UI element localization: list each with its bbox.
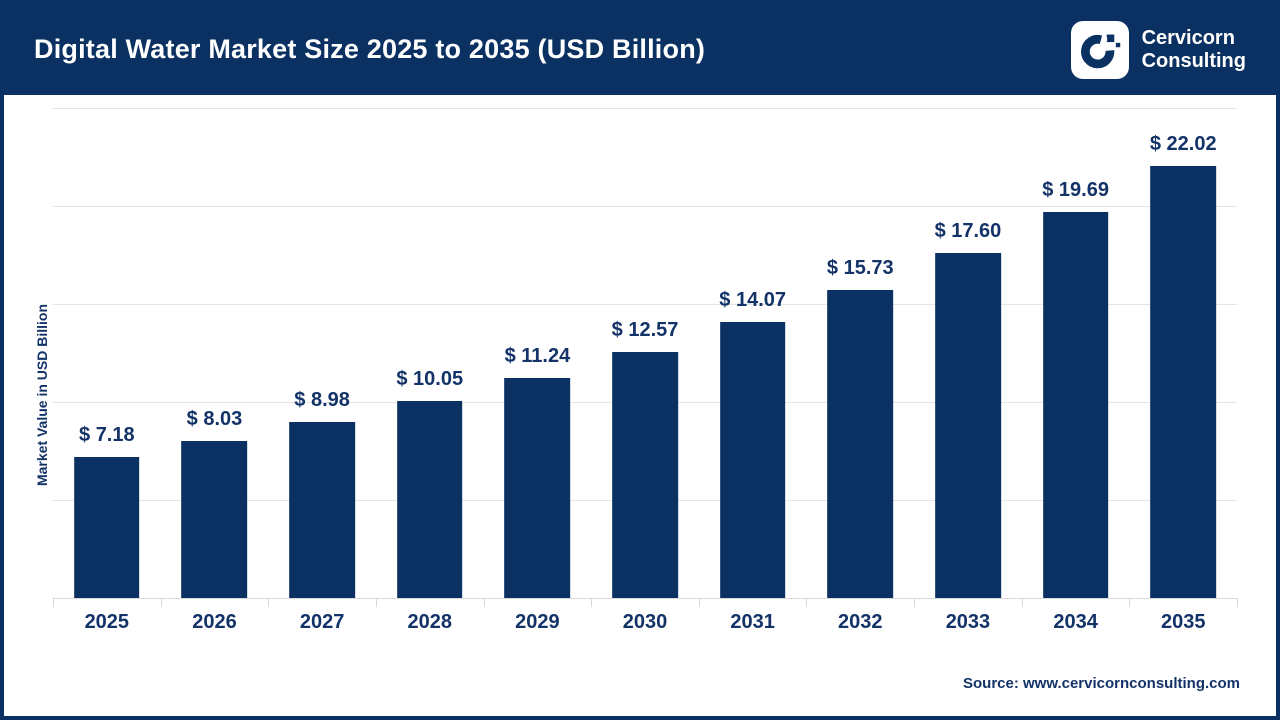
- bar-2026: [181, 440, 248, 598]
- brand-logo-text: Cervicorn Consulting: [1142, 27, 1246, 72]
- bar-2029: [504, 377, 571, 598]
- bar-slot-2031: $ 14.07: [699, 108, 807, 598]
- bar-2034: [1042, 212, 1109, 598]
- chart-section: Market Value in USD Billion $ 7.18 $ 8.03…: [4, 95, 1276, 716]
- axis-tick: [1021, 598, 1023, 607]
- bar-2035: [1150, 166, 1217, 598]
- bar-slot-2027: $ 8.98: [268, 108, 376, 598]
- axis-tick: [698, 598, 700, 607]
- bar-2028: [396, 401, 463, 598]
- bar-slot-2033: $ 17.60: [914, 108, 1022, 598]
- bar-value-label-2029: $ 11.24: [504, 344, 571, 367]
- y-axis-title: Market Value in USD Billion: [34, 303, 50, 487]
- gridline: [53, 108, 1237, 109]
- bar-value-label-2034: $ 19.69: [1042, 179, 1109, 202]
- bar-slot-2025: $ 7.18: [53, 108, 161, 598]
- x-axis-label-2032: 2032: [838, 611, 883, 633]
- page-title: Digital Water Market Size 2025 to 2035 (…: [34, 34, 706, 64]
- bar-slot-2030: $ 12.57: [591, 108, 699, 598]
- axis-tick: [914, 598, 916, 607]
- bar-slot-2026: $ 8.03: [161, 108, 269, 598]
- bar-value-label-2027: $ 8.98: [294, 389, 350, 411]
- bar-slot-2029: $ 11.24: [484, 108, 592, 598]
- bar-slot-2034: $ 19.69: [1022, 108, 1130, 598]
- x-axis-label-2025: 2025: [84, 611, 130, 633]
- bar-value-label-2033: $ 17.60: [934, 220, 1002, 243]
- x-axis-label-2027: 2027: [299, 611, 345, 633]
- x-axis-label-2030: 2030: [622, 611, 668, 633]
- axis-tick: [806, 598, 808, 607]
- bar-2033: [935, 253, 1001, 598]
- gridline: [53, 206, 1237, 207]
- x-axis-label-2034: 2034: [1053, 611, 1098, 633]
- brand-name-line1: Cervicorn: [1141, 26, 1235, 49]
- bar-2030: [612, 351, 678, 598]
- axis-tick: [375, 598, 377, 607]
- axis-tick: [483, 598, 485, 607]
- x-axis-label-2033: 2033: [945, 611, 991, 633]
- bar-slot-2035: $ 22.02: [1129, 108, 1237, 598]
- axis-tick: [1129, 598, 1131, 607]
- header-bar: Digital Water Market Size 2025 to 2035 (…: [4, 4, 1276, 95]
- bar-2027: [289, 422, 355, 598]
- bar-value-label-2026: $ 8.03: [186, 407, 243, 430]
- bar-slots: $ 7.18 $ 8.03 $ 8.98 $ 10.05 $ 11.24 $ 12.57 $…: [53, 108, 1237, 598]
- x-axis-label-2029: 2029: [515, 611, 560, 633]
- axis-tick: [1237, 598, 1238, 607]
- bar-value-label-2028: $ 10.05: [396, 368, 464, 391]
- bar-value-label-2030: $ 12.57: [611, 318, 679, 341]
- brand-name-line2: Consulting: [1141, 49, 1246, 72]
- axis-tick: [53, 598, 54, 607]
- source-note: Source: www.cervicornconsulting.com: [962, 675, 1240, 692]
- bar-slot-2032: $ 15.73: [806, 108, 914, 598]
- bar-slot-2028: $ 10.05: [376, 108, 484, 598]
- bar-2032: [827, 289, 894, 598]
- bar-value-label-2031: $ 14.07: [719, 289, 787, 312]
- brand-logo: Cervicorn Consulting: [1070, 20, 1246, 79]
- axis-tick: [160, 598, 162, 607]
- bar-value-label-2032: $ 15.73: [826, 256, 894, 279]
- bar-value-label-2025: $ 7.18: [79, 424, 135, 447]
- x-axis-label-2026: 2026: [192, 611, 237, 633]
- gridline: [53, 304, 1237, 305]
- axis-tick: [591, 598, 593, 607]
- plot-area: $ 7.18 $ 8.03 $ 8.98 $ 10.05 $ 11.24 $ 12.57 $…: [53, 108, 1238, 607]
- bar-2025: [73, 457, 140, 598]
- x-axis-labels: 2025 2026 2027 2028 2029 2030 2031 2032 2033 2034…: [53, 611, 1237, 634]
- cervicorn-c-icon: [1080, 34, 1120, 68]
- brand-logo-mark: [1070, 20, 1129, 79]
- x-axis-label-2028: 2028: [407, 611, 452, 633]
- x-axis-label-2035: 2035: [1160, 611, 1206, 633]
- x-axis-line: [53, 598, 1237, 599]
- axis-tick: [268, 598, 270, 607]
- bar-value-label-2035: $ 22.02: [1149, 133, 1217, 156]
- bar-2031: [719, 322, 786, 598]
- x-axis-label-2031: 2031: [730, 611, 775, 633]
